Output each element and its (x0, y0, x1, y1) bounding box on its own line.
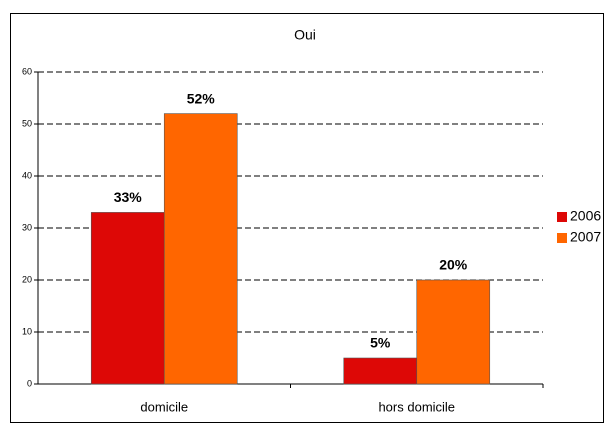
legend-swatch (557, 233, 567, 243)
data-label: 33% (114, 189, 143, 205)
y-tick-label: 60 (22, 66, 32, 76)
chart-title: Oui (294, 27, 316, 43)
y-tick-label: 10 (22, 326, 32, 336)
y-tick-label: 20 (22, 274, 32, 284)
y-tick-label: 50 (22, 118, 32, 128)
y-tick-label: 30 (22, 222, 32, 232)
bar (163, 113, 238, 385)
y-tick-label: 40 (22, 170, 32, 180)
data-label: 5% (370, 335, 391, 351)
x-tick-label: hors domicile (378, 399, 455, 414)
bar (416, 279, 491, 385)
data-label: 52% (187, 90, 216, 106)
legend-label: 2006 (570, 208, 601, 224)
legend-swatch (557, 212, 567, 222)
legend-label: 2007 (570, 229, 601, 245)
x-tick-label: domicile (140, 399, 188, 414)
bar (90, 212, 165, 385)
data-label: 20% (439, 257, 468, 273)
bar (343, 357, 418, 385)
y-tick-label: 0 (27, 378, 32, 388)
